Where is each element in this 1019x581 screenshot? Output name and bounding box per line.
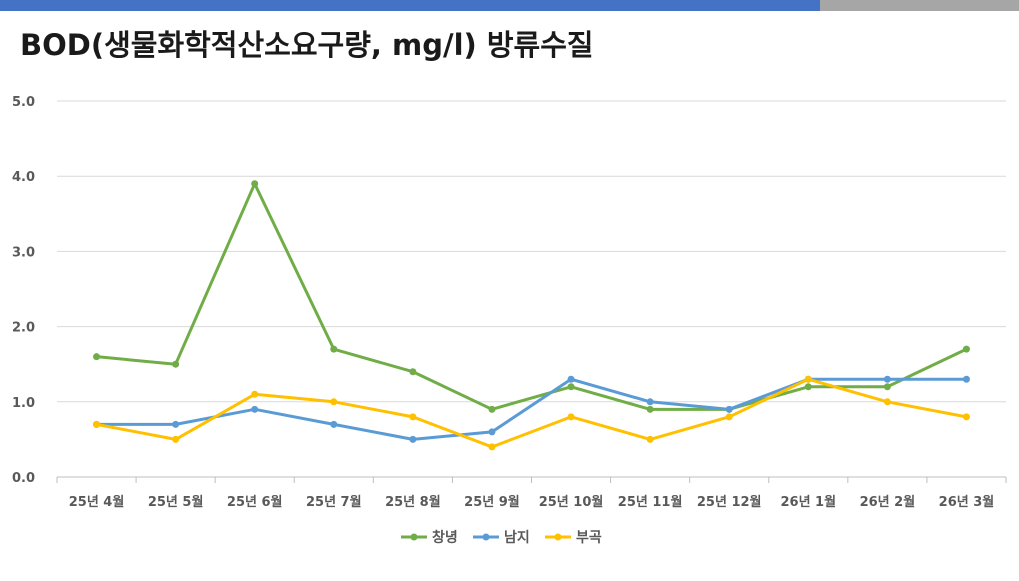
legend-swatch-marker: [410, 533, 418, 541]
page-title: BOD(생물화학적산소요구량, mg/l) 방류수질: [20, 28, 594, 62]
y-tick-label: 2.0: [12, 321, 35, 336]
data-point: [409, 413, 417, 421]
data-point: [409, 435, 417, 443]
x-tick-label: 25년 7월: [306, 494, 362, 510]
y-axis: 0.0 1.0 2.0 3.0 4.0 5.0: [12, 95, 35, 486]
x-tick-label: 25년 6월: [227, 494, 283, 510]
data-point: [172, 360, 180, 368]
series-line-1: [95, 377, 968, 441]
x-tick-label: 26년 1월: [780, 494, 836, 510]
data-point: [725, 413, 733, 421]
data-point: [251, 405, 259, 413]
data-point: [883, 383, 891, 391]
x-tick-label: 26년 3월: [939, 494, 995, 510]
data-point: [93, 353, 101, 361]
legend-label: 부곡: [576, 530, 602, 546]
data-point: [330, 420, 338, 428]
gridlines: [57, 100, 1006, 403]
data-point: [567, 383, 575, 391]
data-point: [251, 390, 259, 398]
x-tick-label: 25년 12월: [697, 494, 762, 510]
data-point: [962, 345, 970, 353]
data-point: [172, 420, 180, 428]
data-point: [883, 375, 891, 383]
data-point: [804, 383, 812, 391]
data-point: [488, 405, 496, 413]
x-tick-label: 25년 10월: [539, 494, 604, 510]
data-point: [172, 435, 180, 443]
legend-swatch-marker: [482, 533, 490, 541]
data-point: [488, 443, 496, 451]
data-point: [883, 398, 891, 406]
x-tick-label: 25년 4월: [69, 494, 125, 510]
data-point: [330, 345, 338, 353]
x-axis: 25년 4월 25년 5월 25년 6월 25년 7월 25년 8월 25년 9월 25년 …: [56, 476, 1007, 510]
legend: 창녕 남지 부곡: [401, 529, 602, 546]
series-group: [93, 180, 970, 451]
x-tick-label: 25년 5월: [148, 494, 204, 510]
data-point: [488, 428, 496, 436]
top-accent-bar-blue: [0, 0, 820, 11]
legend-label: 남지: [504, 529, 530, 546]
data-point: [93, 420, 101, 428]
y-tick-label: 3.0: [12, 245, 35, 260]
y-tick-label: 0.0: [12, 471, 35, 486]
top-accent-bar-gray: [820, 0, 1019, 11]
legend-swatch-marker: [554, 533, 562, 541]
series-line-2: [95, 377, 968, 449]
x-tick-label: 26년 2월: [860, 494, 916, 510]
data-point: [646, 435, 654, 443]
data-point: [804, 375, 812, 383]
legend-label: 창녕: [432, 529, 458, 546]
data-point: [725, 405, 733, 413]
y-tick-label: 5.0: [12, 95, 35, 110]
data-point: [567, 413, 575, 421]
data-point: [330, 398, 338, 406]
data-point: [409, 368, 417, 376]
data-point: [567, 375, 575, 383]
data-point: [962, 413, 970, 421]
x-tick-label: 25년 9월: [464, 494, 520, 510]
x-tick-label: 25년 11월: [618, 494, 683, 510]
data-point: [962, 375, 970, 383]
series-line-0: [95, 182, 968, 411]
y-tick-label: 1.0: [12, 396, 35, 411]
data-point: [251, 180, 259, 188]
y-tick-label: 4.0: [12, 170, 35, 185]
data-point: [646, 398, 654, 406]
x-tick-label: 25년 8월: [385, 494, 441, 510]
data-point: [646, 405, 654, 413]
